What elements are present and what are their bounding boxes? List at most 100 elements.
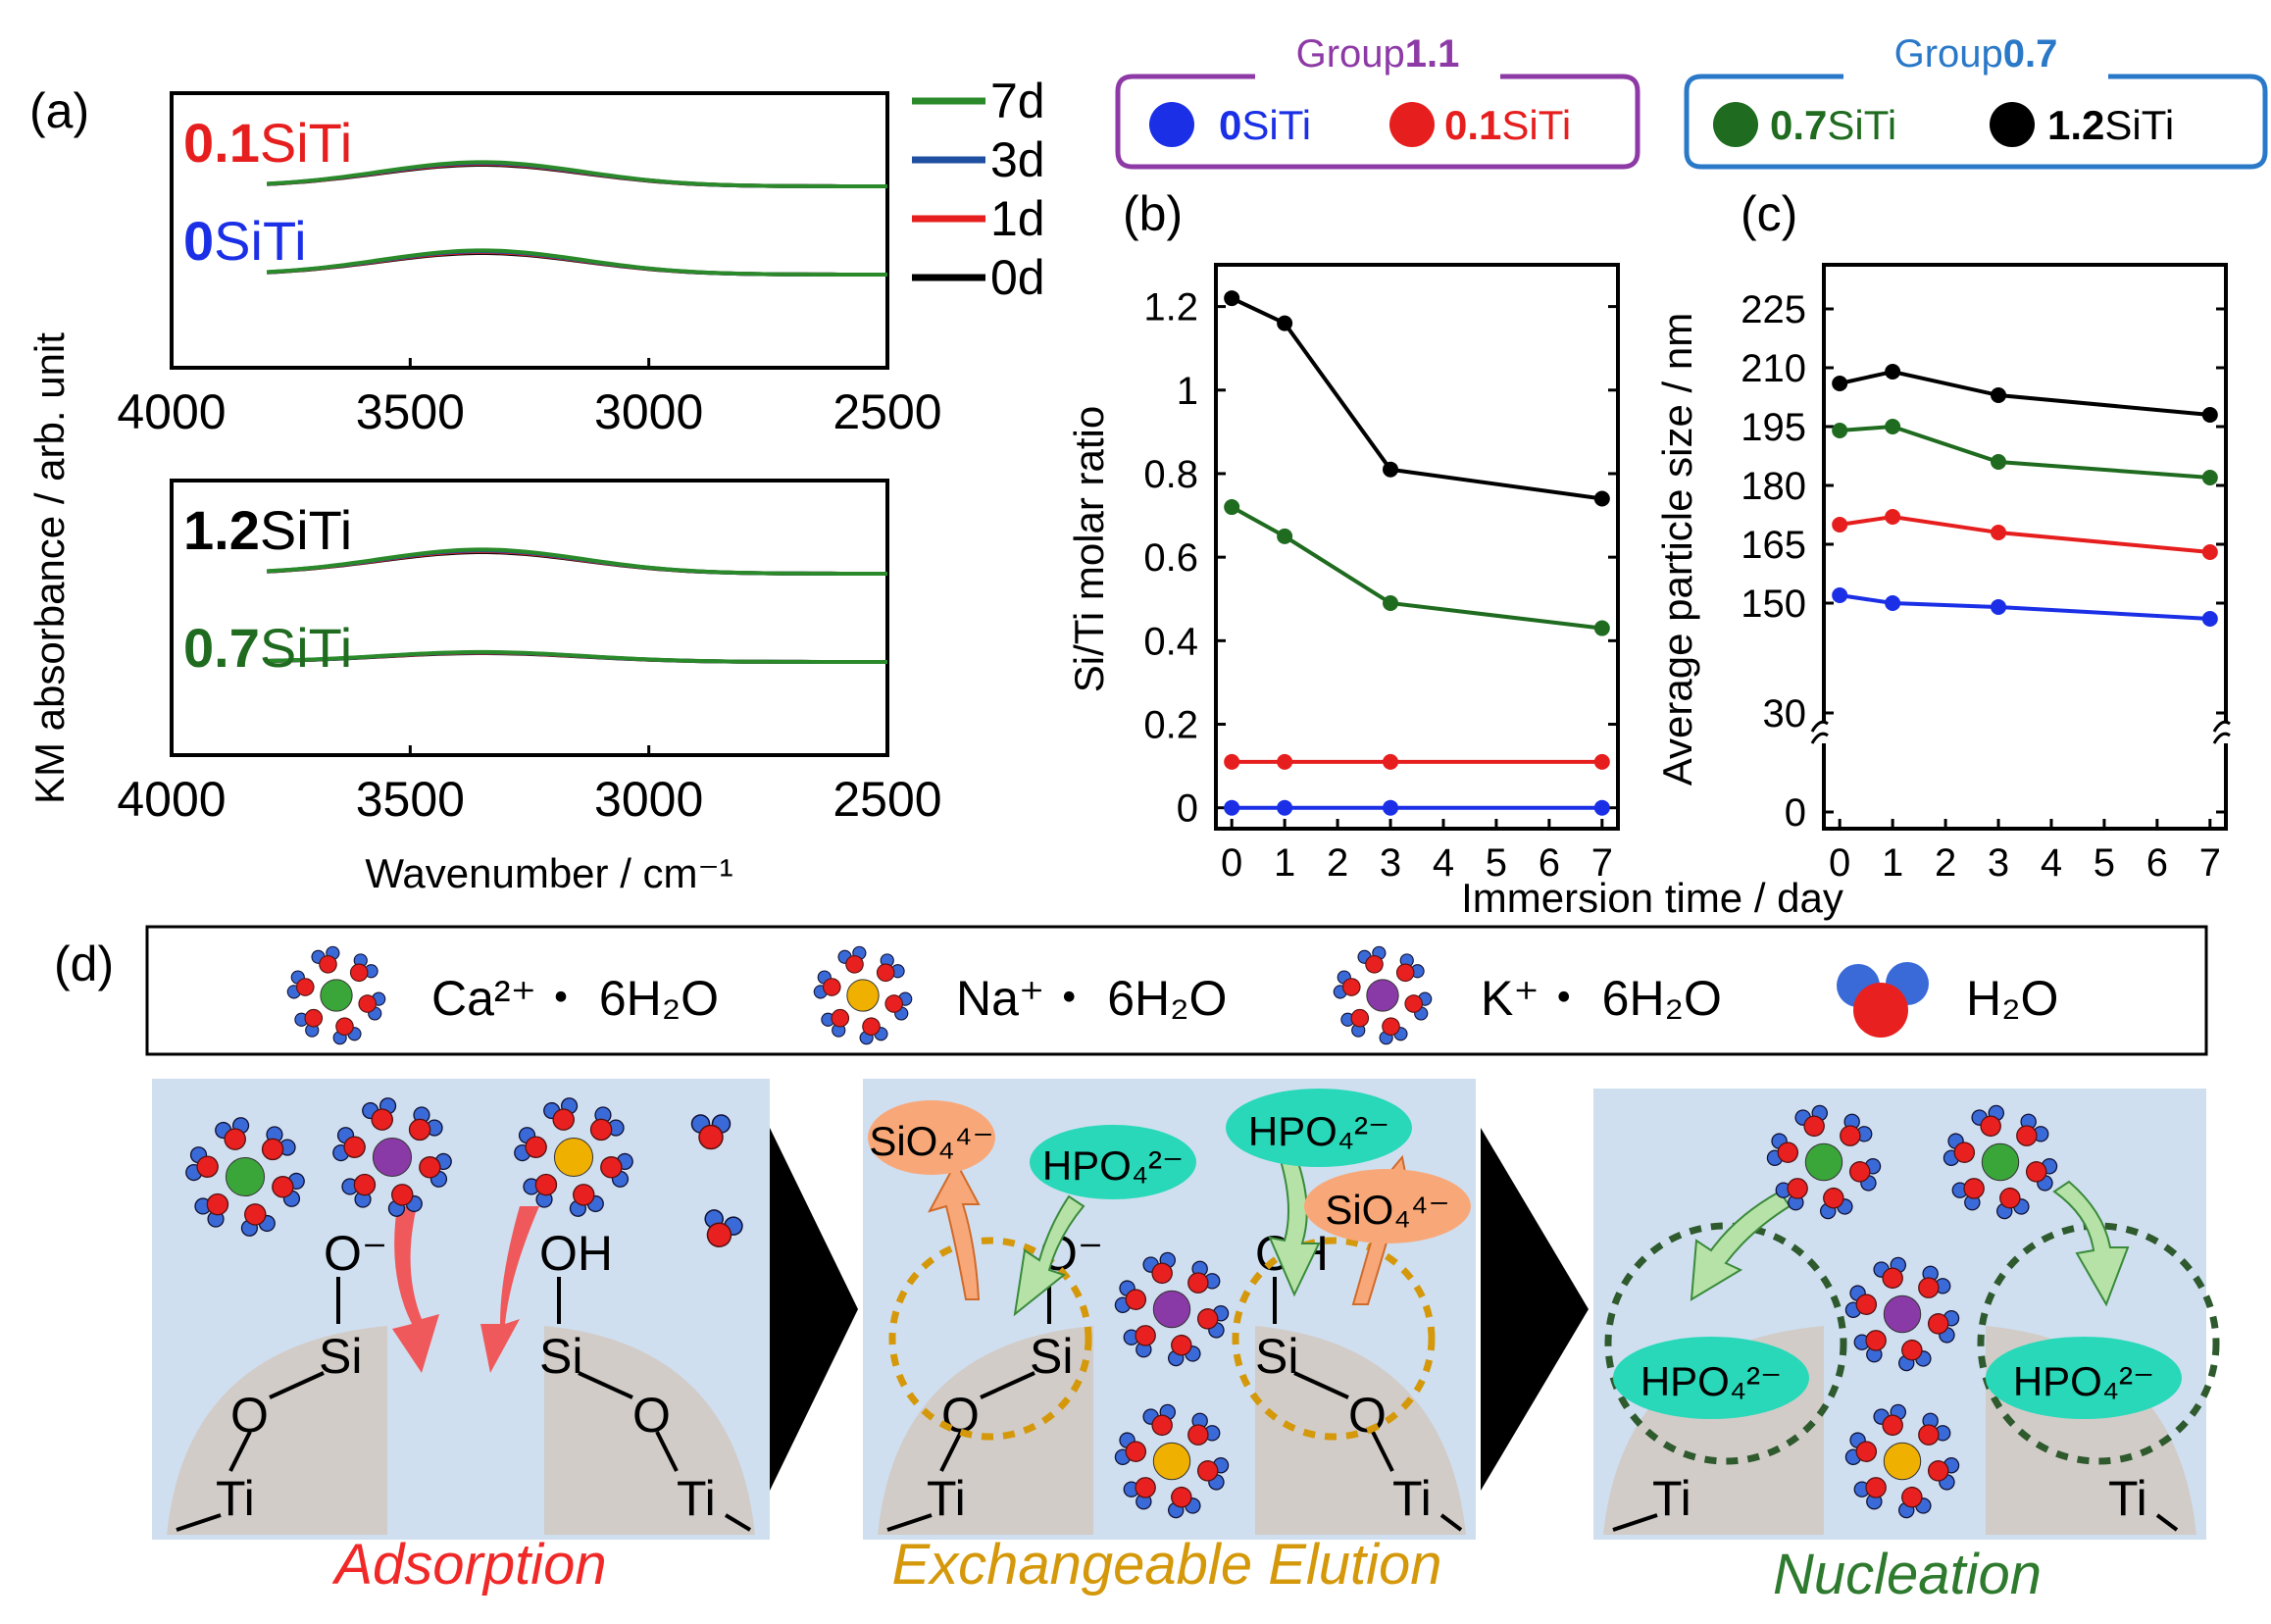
axis-break-mark <box>2212 720 2231 744</box>
oxygen-atom <box>823 978 841 996</box>
oxygen-atom <box>1342 978 1361 996</box>
water-molecule <box>2025 1158 2058 1192</box>
nucleation-site-ring <box>1604 1222 1847 1465</box>
oxygen-atom <box>1918 1277 1940 1298</box>
oxygen-atom <box>304 1008 324 1028</box>
legend-label-0siti: 0SiTi <box>1219 102 1311 148</box>
water-molecule <box>1333 970 1361 999</box>
si-label: Si <box>319 1329 362 1384</box>
oxygen-atom <box>1999 1187 2021 1209</box>
data-point-0-1SiTi <box>1885 509 1901 525</box>
legend-marker-07siti <box>1713 102 1758 147</box>
oxygen-atom <box>1135 1325 1156 1346</box>
x-tick-label: 0 <box>1829 841 1850 885</box>
oxygen-atom <box>1382 1017 1400 1036</box>
phosphate-arrow <box>1013 1194 1085 1317</box>
oxygen-atom <box>353 1173 377 1196</box>
k-hydrated-ion <box>1844 1256 1960 1372</box>
oxygen-atom <box>1350 1008 1370 1028</box>
y-tick-label: 0.4 <box>1143 620 1198 663</box>
group-1-1-legend: Group1.1 0SiTi 0.1SiTi <box>1115 32 1640 170</box>
y-tick-label: 225 <box>1741 288 1806 331</box>
water-molecule <box>1927 1310 1960 1344</box>
water-molecule <box>1840 1113 1873 1146</box>
si-ti-y-axis-label: Si/Ti molar ratio <box>1066 406 1112 693</box>
y-tick-label: 0 <box>1785 791 1806 835</box>
data-point-1-2SiTi <box>1991 387 2007 403</box>
water-molecule <box>1918 1412 1951 1446</box>
oxygen-atom <box>1865 1477 1887 1498</box>
water-molecule <box>408 1106 443 1142</box>
series-line-1-2SiTi <box>1839 369 2210 417</box>
oxygen-atom <box>845 955 864 974</box>
water-molecule <box>286 970 315 999</box>
oxygen-atom <box>706 1222 732 1247</box>
ftir-legend: 7d 3d 1d 0d <box>912 74 1045 305</box>
water-molecule <box>884 991 913 1021</box>
oxygen-atom <box>1823 1187 1844 1209</box>
x-tick-label: 6 <box>1539 841 1560 885</box>
panel-label-b: (b) <box>1123 186 1183 241</box>
data-point-0-7SiTi <box>1593 620 1610 636</box>
x-tick-label: 7 <box>2199 841 2221 885</box>
oxygen-atom <box>1963 1178 1985 1199</box>
water-molecule <box>1898 1339 1932 1372</box>
k-hydrated-ion <box>1333 945 1433 1045</box>
oxygen-atom <box>1135 1477 1156 1498</box>
k-ion-core <box>372 1137 413 1178</box>
oxygen-atom <box>552 1108 575 1131</box>
series-line-1-2SiTi <box>1231 296 1603 501</box>
x-tick-label: 7 <box>1591 841 1613 885</box>
particle-size-y-axis-label: Average particle size / nm <box>1654 313 1700 786</box>
na-hydrated-ion <box>514 1097 633 1217</box>
stage-adsorption-caption: Adsorption <box>331 1533 606 1597</box>
ftir-x-tick-label: 3500 <box>356 772 465 827</box>
oxygen-atom <box>1882 1267 1903 1290</box>
oxygen-atom <box>1803 1115 1825 1138</box>
silicate-release-arrow <box>927 1159 981 1300</box>
legend-label-7d: 7d <box>990 74 1045 128</box>
x-tick-label: 1 <box>1274 841 1295 885</box>
o-label: O <box>230 1388 269 1443</box>
oxygen-atom <box>1365 955 1384 974</box>
y-tick-label: 180 <box>1741 465 1806 508</box>
legend-marker-0siti <box>1149 102 1194 147</box>
oxygen-atom <box>1855 1294 1878 1315</box>
water-molecule <box>194 1193 229 1228</box>
ca-hydrated-ion <box>185 1117 305 1237</box>
ftir-spectrum-line <box>267 248 887 277</box>
oxygen-atom <box>1901 1339 1923 1361</box>
water-molecule <box>311 945 340 974</box>
group-0-7-title: Group0.7 <box>1894 32 2058 76</box>
ti-label: Ti <box>1652 1471 1691 1526</box>
panel-label-c: (c) <box>1741 186 1797 241</box>
oxygen-atom <box>862 1017 881 1036</box>
step-arrow-1 <box>770 1128 858 1491</box>
oxygen-atom <box>196 1155 219 1178</box>
oxygen-atom <box>319 955 337 974</box>
water-molecule <box>362 1097 397 1131</box>
elution-site-ring <box>888 1237 1092 1441</box>
legend-marker-01siti <box>1389 102 1435 147</box>
panel-label-a: (a) <box>29 83 89 138</box>
phosphate-label: HPO₄²⁻ <box>1640 1358 1782 1404</box>
legend-na-label: Na⁺・ 6H₂O <box>956 971 1227 1026</box>
legend-label-0d: 0d <box>990 250 1045 305</box>
water-molecule <box>543 1097 579 1131</box>
ftir-x-tick-label: 4000 <box>117 772 226 827</box>
water-molecule <box>272 1172 305 1207</box>
ion-legend <box>286 945 1929 1045</box>
ftir-x-tick-label: 3000 <box>594 384 703 439</box>
water-molecule <box>1951 1178 1985 1211</box>
data-point-0-1SiTi <box>1832 517 1848 533</box>
x-tick-label: 5 <box>2094 841 2115 885</box>
x-tick-label: 2 <box>1327 841 1348 885</box>
silicate-label: SiO₄⁴⁻ <box>1325 1187 1449 1233</box>
oxygen-atom <box>335 1017 354 1036</box>
data-point-1-2SiTi <box>1885 364 1901 380</box>
y-tick-label: 0.6 <box>1143 536 1198 580</box>
water-molecule <box>1775 1178 1808 1211</box>
water-molecule <box>215 1117 250 1150</box>
oxygen-atom <box>349 963 369 983</box>
oxygen-atom <box>1125 1441 1147 1462</box>
